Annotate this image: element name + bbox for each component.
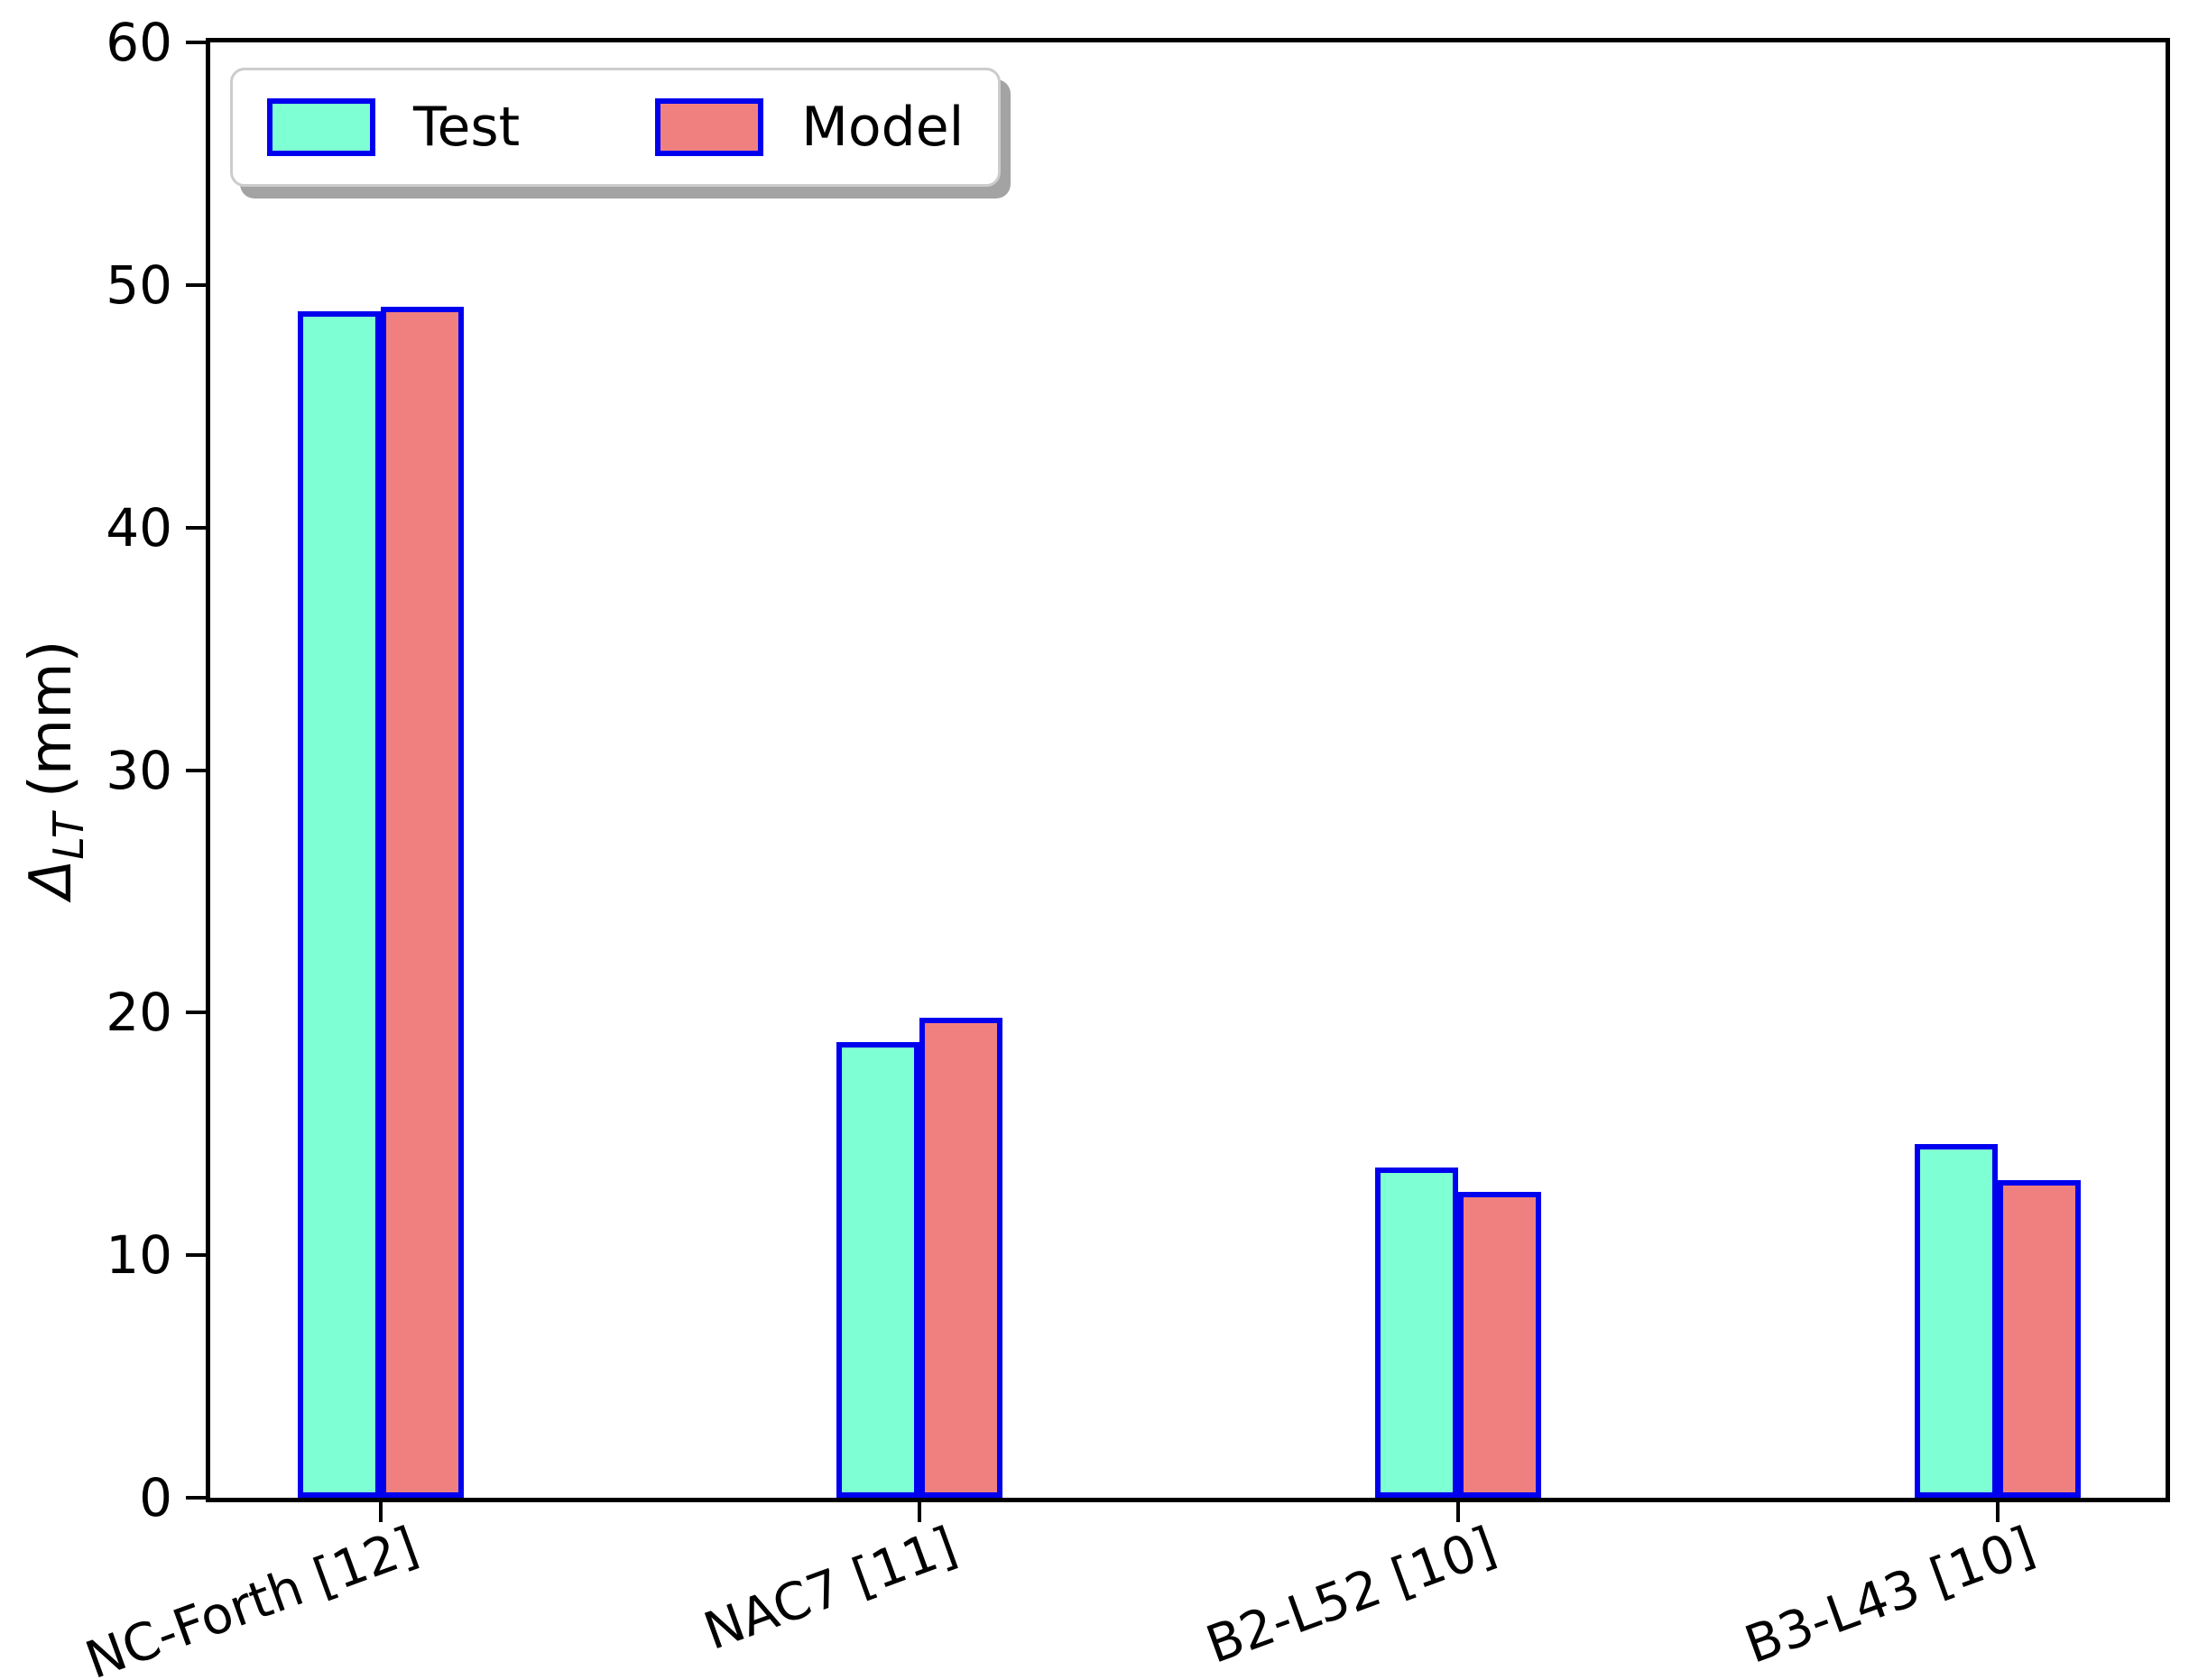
bar-test-3	[1914, 1143, 1998, 1498]
y-tick-mark-20	[186, 1011, 206, 1015]
x-tick-mark-0	[378, 1502, 383, 1522]
x-tick-label-0: NC-Forth [12]	[78, 1516, 426, 1680]
legend-label-model: Model	[801, 96, 965, 159]
bar-model-2	[1458, 1192, 1542, 1498]
y-tick-label-60: 60	[106, 12, 172, 73]
y-tick-mark-50	[186, 282, 206, 287]
y-tick-mark-60	[186, 41, 206, 44]
bar-model-3	[1997, 1179, 2081, 1498]
bar-model-0	[380, 307, 464, 1498]
x-tick-label-1: NAC7 [11]	[697, 1516, 965, 1662]
model-swatch-icon	[655, 98, 764, 156]
plot-area: Test Model 0 10 20 30 40 50 60 NC-Forth [12] NAC…	[78, 16, 2170, 1680]
y-axis-label: ΔLT (mm)	[18, 640, 93, 899]
y-tick-mark-40	[186, 525, 206, 530]
legend-item-model: Model	[655, 98, 964, 156]
x-tick-label-3: B3-L43 [10]	[1738, 1516, 2043, 1675]
bar-test-1	[836, 1041, 919, 1498]
y-axis-label-subscript: LT	[44, 812, 93, 860]
legend-item-test: Test	[267, 98, 520, 156]
test-swatch-icon	[267, 98, 375, 156]
y-tick-mark-30	[186, 768, 206, 772]
y-tick-label-40: 40	[106, 496, 172, 558]
y-tick-label-30: 30	[106, 739, 172, 801]
bar-test-2	[1375, 1168, 1459, 1498]
bar-test-0	[297, 311, 381, 1498]
y-tick-label-10: 10	[106, 1224, 172, 1287]
bar-model-1	[919, 1017, 1002, 1498]
y-tick-mark-10	[186, 1253, 206, 1258]
y-tick-label-20: 20	[106, 982, 172, 1044]
x-tick-mark-1	[917, 1502, 921, 1522]
x-tick-mark-2	[1456, 1502, 1461, 1522]
y-axis-label-symbol: Δ	[18, 859, 85, 900]
x-tick-label-2: B2-L52 [10]	[1198, 1516, 1504, 1675]
y-tick-mark-0	[186, 1496, 206, 1500]
x-tick-mark-3	[1995, 1502, 2000, 1522]
y-axis-label-unit: (mm)	[18, 640, 85, 798]
y-tick-label-50: 50	[106, 254, 172, 316]
legend-label-test: Test	[413, 96, 521, 159]
legend: Test Model	[230, 68, 1002, 187]
y-tick-label-0: 0	[139, 1467, 172, 1528]
